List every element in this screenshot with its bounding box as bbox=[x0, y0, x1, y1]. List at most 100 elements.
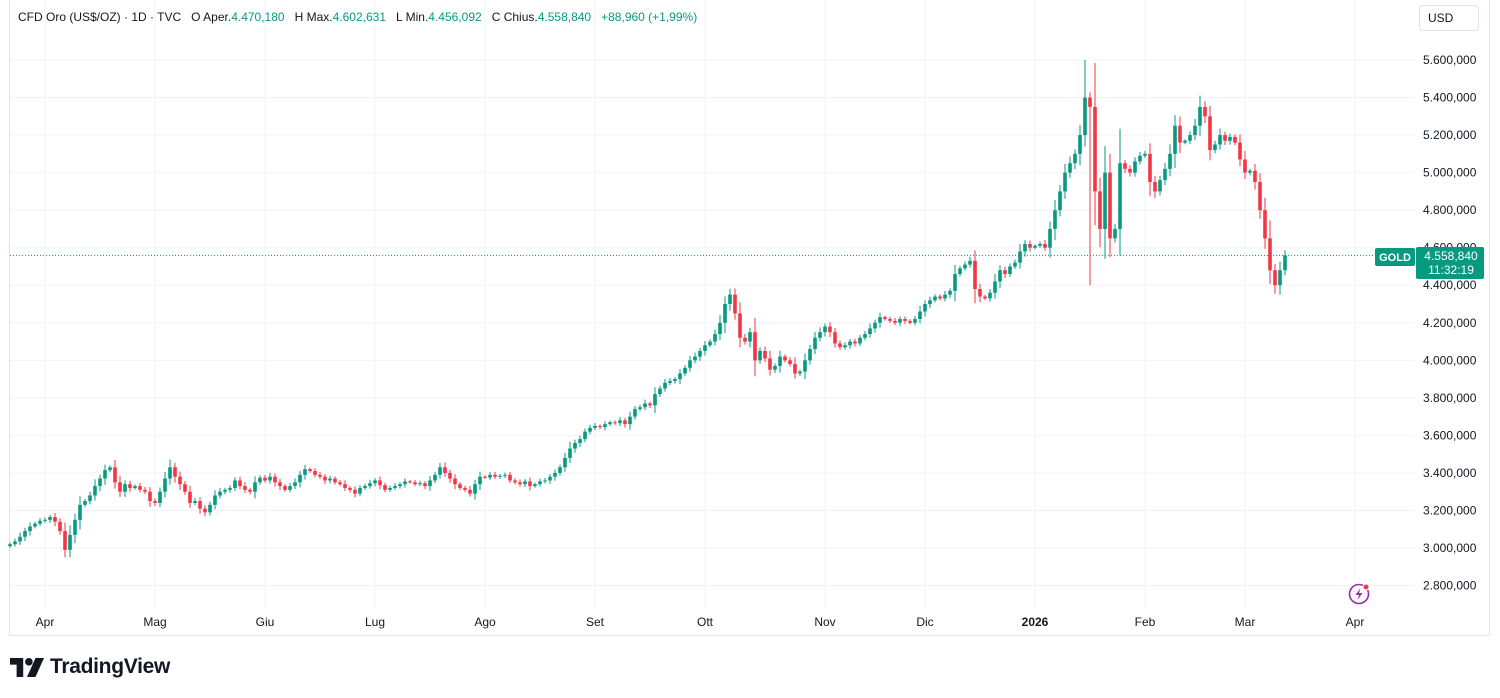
candle-body bbox=[818, 332, 822, 338]
price-axis[interactable]: 2.800,000 3.000,000 3.200,000 3.400,000 3.60… bbox=[1423, 53, 1477, 593]
candle-body bbox=[588, 427, 592, 432]
candle-body bbox=[228, 487, 232, 490]
price-tick-label: 5.600,000 bbox=[1423, 53, 1477, 67]
price-tick-label: 3.400,000 bbox=[1423, 466, 1477, 480]
currency-button[interactable]: USD bbox=[1419, 5, 1479, 31]
candle-body bbox=[1103, 172, 1107, 229]
candle-body bbox=[293, 482, 297, 487]
candles[interactable] bbox=[8, 60, 1287, 558]
candle-body bbox=[1173, 125, 1177, 154]
candle-body bbox=[793, 364, 797, 374]
candle-body bbox=[813, 337, 817, 350]
high-key: Max. bbox=[306, 10, 333, 24]
candle-body bbox=[803, 360, 807, 372]
candle-body bbox=[348, 487, 352, 490]
candle-body bbox=[983, 296, 987, 299]
candle-body bbox=[258, 477, 262, 483]
candle-body bbox=[1088, 97, 1092, 107]
candle-body bbox=[1083, 97, 1087, 136]
candle-body bbox=[963, 264, 967, 269]
candle-body bbox=[408, 481, 412, 483]
flash-icon[interactable] bbox=[1348, 583, 1370, 605]
low-key: Min. bbox=[405, 10, 429, 24]
candle-body bbox=[553, 472, 557, 477]
candle-body bbox=[843, 345, 847, 348]
candle-body bbox=[483, 476, 487, 478]
candle-body bbox=[733, 294, 737, 314]
symbol-title[interactable]: CFD Oro (US$/OZ) · 1D · TVC bbox=[18, 10, 182, 24]
candle-body bbox=[78, 504, 82, 520]
candle-body bbox=[623, 420, 627, 425]
candle-body bbox=[1043, 243, 1047, 248]
candle-body bbox=[478, 476, 482, 485]
candle-body bbox=[213, 495, 217, 505]
tradingview-logo[interactable]: TradingView bbox=[10, 655, 170, 679]
candle-body bbox=[233, 480, 237, 488]
candle-body bbox=[198, 501, 202, 509]
price-tick-label: 4.000,000 bbox=[1423, 353, 1477, 367]
candle-body bbox=[968, 260, 972, 265]
candle-body bbox=[758, 350, 762, 361]
candle-body bbox=[893, 320, 897, 323]
candle-body bbox=[113, 467, 117, 483]
tradingview-wordmark: TradingView bbox=[50, 655, 171, 678]
candle-body bbox=[63, 531, 67, 550]
time-tick-label: Mar bbox=[1235, 615, 1256, 629]
candle-body bbox=[928, 300, 932, 305]
candle-body bbox=[98, 478, 102, 487]
candle-body bbox=[598, 426, 602, 428]
candle-body bbox=[323, 476, 327, 481]
candle-body bbox=[1078, 135, 1082, 154]
countdown-text: 11:32:19 bbox=[1428, 263, 1474, 277]
candle-body bbox=[923, 304, 927, 312]
candle-body bbox=[728, 294, 732, 305]
candle-body bbox=[128, 484, 132, 488]
candle-body bbox=[653, 394, 657, 406]
candle-body bbox=[513, 480, 517, 483]
candle-body bbox=[948, 290, 952, 295]
candle-body bbox=[613, 422, 617, 424]
candle-body bbox=[538, 481, 542, 485]
candle-body bbox=[253, 482, 257, 492]
open-value: 4.470,180 bbox=[231, 10, 285, 24]
candle-body bbox=[788, 360, 792, 365]
candle-body bbox=[268, 476, 272, 481]
candle-body bbox=[913, 319, 917, 323]
candle-body bbox=[998, 270, 1002, 282]
time-tick-label: Ott bbox=[697, 615, 714, 629]
candle-body bbox=[1278, 270, 1282, 286]
candle-body bbox=[573, 442, 577, 449]
candle-body bbox=[908, 320, 912, 323]
candle-body bbox=[748, 332, 752, 342]
candle-body bbox=[368, 483, 372, 487]
candle-body bbox=[263, 477, 267, 481]
candle-body bbox=[833, 332, 837, 344]
time-tick-label: Set bbox=[586, 615, 605, 629]
candle-body bbox=[868, 328, 872, 335]
price-tick-label: 5.200,000 bbox=[1423, 128, 1477, 142]
candle-body bbox=[1153, 182, 1157, 192]
candle-body bbox=[673, 379, 677, 381]
candle-body bbox=[1238, 142, 1242, 160]
time-axis[interactable]: Apr Mag Giu Lug Ago Set Ott Nov Dic 2026 Feb Mar Apr bbox=[36, 615, 1365, 629]
candle-body bbox=[988, 292, 992, 299]
candle-body bbox=[898, 319, 902, 323]
price-badge bbox=[1416, 247, 1484, 279]
candle-body bbox=[1068, 163, 1072, 173]
candle-body bbox=[978, 288, 982, 297]
candle-body bbox=[633, 409, 637, 417]
candle-body bbox=[628, 416, 632, 425]
candle-body bbox=[438, 467, 442, 475]
time-tick-label: Dic bbox=[916, 615, 933, 629]
candle-body bbox=[418, 483, 422, 485]
price-tick-label: 3.000,000 bbox=[1423, 541, 1477, 555]
candle-body bbox=[658, 388, 662, 395]
candle-body bbox=[383, 485, 387, 490]
candle-body bbox=[208, 504, 212, 513]
candle-body bbox=[1023, 243, 1027, 252]
candle-body bbox=[703, 345, 707, 351]
candle-body bbox=[723, 304, 727, 323]
time-tick-label: Nov bbox=[814, 615, 835, 629]
candle-body bbox=[88, 495, 92, 502]
